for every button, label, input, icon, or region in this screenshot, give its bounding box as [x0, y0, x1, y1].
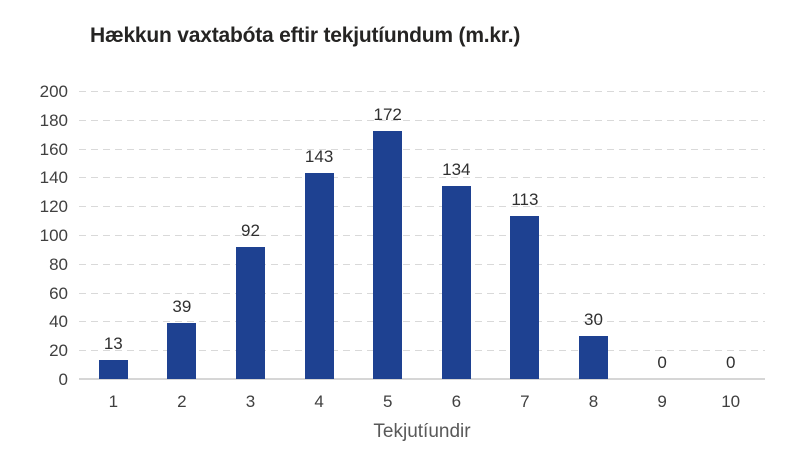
x-tick-label: 6: [451, 392, 462, 411]
gridline: [79, 148, 765, 150]
y-tick-label: 40: [49, 312, 68, 332]
bar: [167, 322, 197, 379]
y-tick-label: 80: [49, 254, 68, 274]
y-tick-label: 100: [39, 226, 68, 245]
gridline: [79, 350, 765, 352]
y-tick-label: 60: [49, 283, 68, 303]
x-tick-label: 4: [314, 392, 324, 411]
x-axis-line: [79, 378, 765, 380]
x-tick-label: 5: [382, 392, 393, 411]
x-tick-label: 8: [588, 392, 599, 411]
y-tick-label: 0: [58, 370, 68, 389]
gridline: [79, 321, 765, 323]
gridline: [79, 206, 765, 208]
y-tick-label: 140: [39, 168, 68, 188]
y-tick-label: 20: [49, 341, 68, 361]
x-tick-label: 2: [177, 392, 187, 411]
bar: [236, 246, 265, 379]
x-tick-label: 3: [245, 392, 256, 411]
bar-value-label: 0: [725, 353, 736, 372]
chart-title: Hækkun vaxtabóta eftir tekjutíundum (m.k…: [90, 24, 521, 47]
gridline: [79, 235, 765, 236]
bar: [510, 216, 540, 379]
bar: [373, 131, 403, 379]
gridline: [79, 263, 765, 265]
bar: [304, 173, 334, 379]
bar-value-label: 39: [172, 296, 192, 316]
x-tick-label: 7: [520, 392, 530, 411]
gridline: [79, 119, 765, 121]
y-tick-label: 200: [39, 82, 68, 101]
bar-value-label: 30: [584, 309, 603, 329]
x-tick-label: 9: [657, 392, 667, 411]
bar-value-label: 0: [657, 353, 667, 372]
bar: [98, 360, 128, 379]
bar-value-label: 134: [442, 160, 471, 180]
gridline: [79, 91, 765, 92]
bar: [579, 335, 608, 379]
bar: [441, 186, 471, 379]
y-tick-label: 180: [39, 110, 68, 130]
bar-value-label: 113: [511, 190, 539, 210]
bar-value-label: 13: [103, 334, 123, 354]
x-tick-label: 1: [108, 392, 119, 411]
bar-value-label: 143: [304, 147, 334, 167]
x-tick-label: 10: [721, 392, 741, 411]
x-axis-title: Tekjutíundir: [373, 421, 471, 442]
y-tick-label: 120: [39, 197, 68, 217]
bar-value-label: 92: [241, 220, 260, 240]
y-tick-label: 160: [39, 139, 68, 159]
gridline: [79, 292, 765, 294]
gridline: [79, 177, 765, 179]
bar-value-label: 172: [373, 105, 402, 125]
